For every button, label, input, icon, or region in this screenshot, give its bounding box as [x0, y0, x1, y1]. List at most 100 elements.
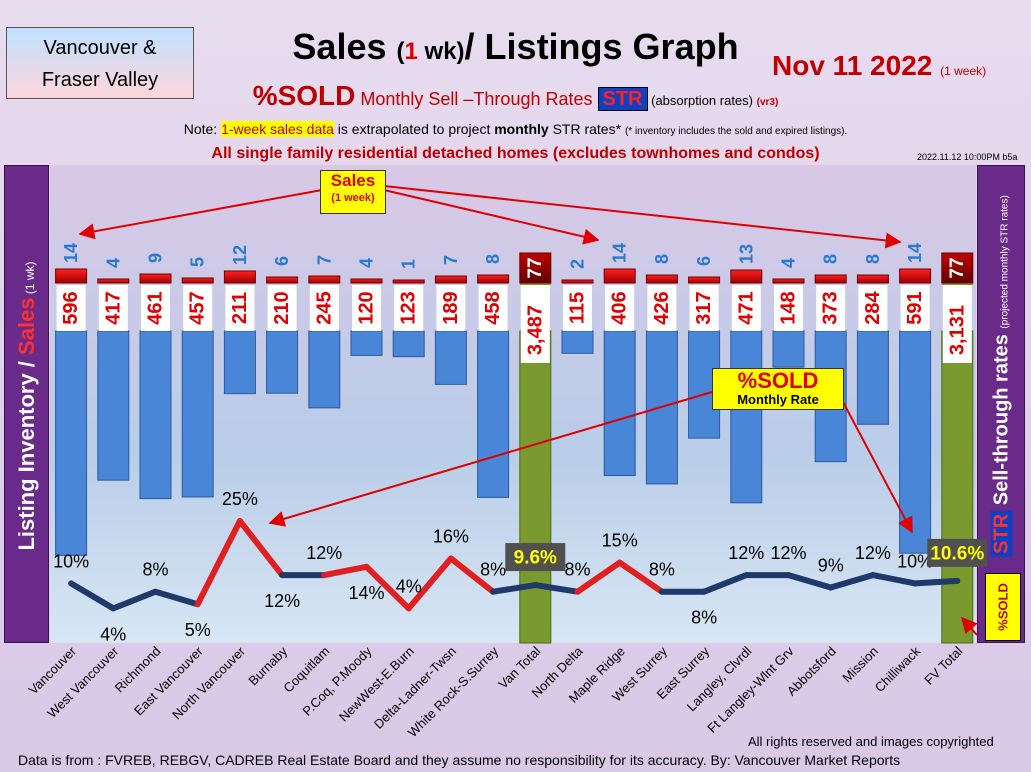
inventory-label-bg-mission — [858, 285, 888, 331]
inventory-label-bg-vancouver — [56, 285, 86, 331]
sold-line-segment-0 — [68, 580, 117, 612]
inventory-label-bg-p-coq-p-moody — [352, 285, 381, 331]
x-tick-chilliwack: Chilliwack — [872, 643, 924, 695]
sales-label-langley-clvrdl: 13 — [736, 244, 756, 264]
sold-label-west-surrey: 8% — [649, 560, 675, 580]
inventory-label-east-surrey: 317 — [693, 291, 715, 324]
sales-arrow-maple-ridge — [383, 189, 600, 245]
sales-label-burnaby: 6 — [272, 256, 292, 266]
sold-line-segment-12 — [574, 559, 623, 595]
inventory-label-maple-ridge: 406 — [609, 291, 631, 324]
inventory-label-bg-van-total — [520, 285, 550, 363]
sales-label-mission: 8 — [863, 254, 883, 264]
region-label-box: Vancouver & Fraser Valley — [6, 27, 194, 99]
sales-label-ft-langley-wlnt-grv: 4 — [779, 258, 799, 268]
sold-line-segment-6 — [321, 563, 370, 579]
footer-rights: All rights reserved and images copyright… — [748, 734, 994, 749]
inventory-label-north-vancouver: 211 — [229, 292, 251, 324]
sold-callout: %SOLD Monthly Rate — [712, 368, 844, 410]
inventory-label-bg-north-delta — [563, 285, 592, 331]
inventory-label-bg-burnaby — [267, 285, 297, 331]
date-text: Nov 11 2022 — [772, 50, 941, 81]
bars-group — [55, 252, 974, 644]
inventory-label-bg-coquitlam — [309, 285, 339, 331]
sold-label-ft-langley-wlnt-grv: 12% — [770, 543, 806, 563]
sales-bar-mission — [856, 274, 889, 284]
sales-bar-burnaby — [266, 276, 299, 284]
inventory-label-van-total: 3,487 — [524, 305, 546, 355]
sold-line-segment-18 — [827, 572, 876, 591]
sales-label-vancouver: 14 — [61, 243, 81, 263]
inventory-label-bg-newwest-e-burn — [394, 285, 424, 331]
sales-bar-east-vancouver — [181, 277, 214, 284]
sales-label-fv-total: 77 — [947, 257, 968, 278]
inventory-label-bg-abbotsford — [816, 285, 846, 331]
note-small: (* inventory includes the sold and expir… — [624, 126, 848, 137]
inventory-label-mission: 284 — [862, 290, 884, 324]
inventory-label-white-rock-s-surrey: 458 — [482, 291, 504, 324]
listing-bar-chilliwack — [899, 330, 932, 554]
sold-line-segment-8 — [405, 555, 454, 612]
sold-total-box-fv-total — [927, 538, 988, 567]
sold-label-mission: 12% — [855, 543, 891, 563]
inventory-label-bg-langley-clvrdl — [731, 285, 761, 331]
sales-label-coquitlam: 7 — [314, 255, 334, 265]
sales-bar-p-coq-p-moody — [350, 278, 383, 284]
sold-line-segment-15 — [701, 572, 750, 595]
sold-label-abbotsford: 9% — [818, 556, 844, 576]
inventory-label-langley-clvrdl: 471 — [735, 291, 757, 324]
date-note: (1 week) — [940, 64, 987, 78]
sales-bar-white-rock-s-surrey — [477, 274, 510, 284]
left-axis-panel: Listing Inventory / Sales (1 wk) — [4, 165, 49, 643]
sales-arrow-vancouver — [78, 189, 323, 240]
inventory-label-bg-west-surrey — [647, 285, 677, 331]
sold-line-segment-20 — [912, 577, 961, 587]
listing-bar-langley-clvrdl — [730, 330, 763, 504]
sales-bar-north-delta — [561, 279, 594, 284]
inventory-label-fv-total: 3,131 — [946, 305, 968, 355]
listing-bar-coquitlam — [308, 330, 341, 409]
sales-callout-title: Sales — [330, 171, 376, 190]
sales-label-east-surrey: 6 — [694, 256, 714, 266]
listing-bar-burnaby — [266, 330, 299, 394]
listing-bar-ft-langley-wlnt-grv — [772, 330, 805, 368]
sold-label-burnaby: 12% — [264, 591, 300, 611]
x-tick-newwest-e-burn: NewWest-E.Burn — [336, 644, 417, 725]
x-tick-west-vancouver: West Vancouver — [44, 643, 122, 721]
sold-arrow-fv-total — [960, 616, 978, 636]
sales-callout-sub: (1 week) — [331, 192, 375, 204]
subtitle: %SOLD Monthly Sell –Through Rates STR (a… — [0, 80, 1031, 112]
sales-bar-coquitlam — [308, 275, 341, 284]
sold-label-langley-clvrdl: 12% — [728, 543, 764, 563]
inventory-label-bg-delta-ladner-twsn — [436, 285, 466, 331]
sales-label-abbotsford: 8 — [821, 254, 841, 264]
subtitle-sold: %SOLD — [252, 80, 356, 111]
sold-label-p-coq-p-moody: 14% — [348, 583, 384, 603]
sold-total-box-van-total — [505, 543, 566, 572]
sold-arrow-chilliwack — [841, 399, 913, 534]
sales-label-white-rock-s-surrey: 8 — [483, 254, 503, 264]
inventory-label-chilliwack: 591 — [904, 291, 926, 324]
title-number: 1 — [404, 38, 418, 65]
footer-source: Data is from : FVREB, REBGV, CADREB Real… — [18, 752, 901, 768]
sold-label-coquitlam: 12% — [306, 543, 342, 563]
sold-badge-text: %SOLD — [995, 583, 1011, 631]
sold-line-segment-10 — [490, 582, 539, 595]
inventory-label-east-vancouver: 457 — [187, 291, 209, 324]
x-tick-north-vancouver: North Vancouver — [169, 643, 248, 722]
sold-label-chilliwack: 10% — [897, 551, 933, 571]
inventory-label-newwest-e-burn: 123 — [398, 291, 420, 324]
title-part-a: Sales — [292, 26, 397, 67]
sold-label-east-vancouver: 5% — [185, 620, 211, 640]
sales-label-van-total: 77 — [525, 257, 546, 278]
listing-bar-newwest-e-burn — [392, 330, 425, 358]
note-tail: STR rates* — [548, 121, 625, 137]
sales-bar-richmond — [139, 273, 172, 284]
sold-label-east-surrey: 8% — [691, 608, 717, 628]
inventory-label-coquitlam: 245 — [313, 291, 335, 324]
title-wk: wk) — [417, 38, 465, 65]
sales-bar-fv-total — [941, 252, 974, 284]
sold-line-segment-11 — [532, 582, 581, 595]
